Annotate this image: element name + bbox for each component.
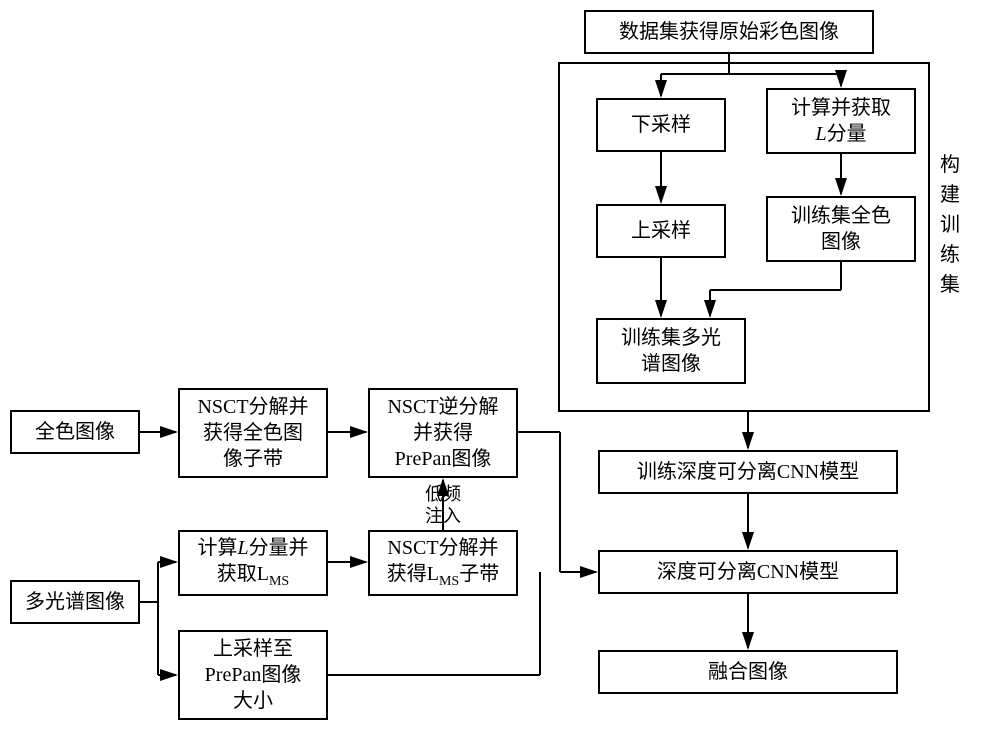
label-build-training-set: 构 建 训 练 集 [936,150,964,300]
node-calc-l: 计算并获取L分量 [766,88,916,154]
node-calc-lms: 计算L分量并获取LMS [178,530,328,596]
node-upsample: 上采样 [596,204,726,258]
label: NSCT逆分解并获得PrePan图像 [387,394,498,472]
label: 计算L分量并获取LMS [197,535,308,591]
node-train-cnn: 训练深度可分离CNN模型 [598,450,898,494]
node-fused-image: 融合图像 [598,650,898,694]
node-ms-image: 多光谱图像 [10,580,140,624]
node-upsample-ms: 上采样至PrePan图像大小 [178,630,328,720]
label: 训练集全色图像 [791,203,891,255]
label: 上采样至PrePan图像大小 [205,636,302,714]
node-nsct-pan: NSCT分解并获得全色图像子带 [178,388,328,478]
label: NSCT分解并获得全色图像子带 [197,394,308,472]
node-train-pan: 训练集全色图像 [766,196,916,262]
node-downsample: 下采样 [596,98,726,152]
edge-label-lowfreq: 低频注入 [413,484,473,527]
label: 计算并获取L分量 [791,95,891,147]
node-cnn-model: 深度可分离CNN模型 [598,550,898,594]
node-train-ms: 训练集多光谱图像 [596,318,746,384]
node-dataset-original: 数据集获得原始彩色图像 [584,10,874,54]
label: 训练集多光谱图像 [621,325,721,377]
label: NSCT分解并获得LMS子带 [387,535,499,591]
node-nsct-lms: NSCT分解并获得LMS子带 [368,530,518,596]
node-pan-image: 全色图像 [10,410,140,454]
node-nsct-inverse: NSCT逆分解并获得PrePan图像 [368,388,518,478]
